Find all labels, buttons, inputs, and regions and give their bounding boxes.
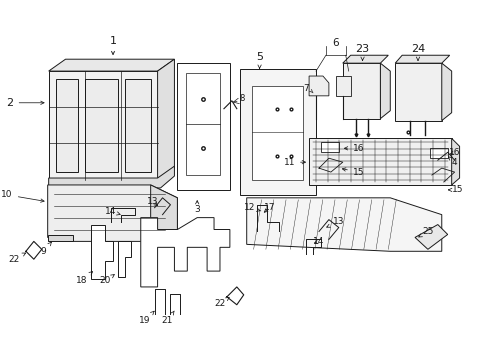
Polygon shape (48, 235, 73, 242)
Polygon shape (451, 138, 459, 185)
Text: 6: 6 (332, 39, 339, 48)
Polygon shape (342, 63, 380, 118)
Text: 20: 20 (99, 275, 114, 285)
Text: 5: 5 (256, 52, 263, 68)
Polygon shape (320, 142, 338, 152)
Text: 15: 15 (342, 167, 364, 176)
Polygon shape (177, 63, 229, 190)
Polygon shape (91, 225, 113, 279)
Text: 15: 15 (447, 185, 463, 194)
Polygon shape (157, 59, 174, 180)
Text: 17: 17 (263, 203, 275, 212)
Polygon shape (49, 71, 157, 180)
Text: 24: 24 (410, 44, 424, 60)
Polygon shape (308, 76, 328, 96)
Text: 14: 14 (313, 237, 324, 246)
Text: 4: 4 (447, 157, 456, 167)
Polygon shape (56, 79, 78, 172)
Polygon shape (85, 79, 118, 172)
Polygon shape (342, 55, 387, 63)
Polygon shape (335, 76, 350, 96)
Text: 16: 16 (344, 144, 364, 153)
Polygon shape (48, 185, 177, 242)
Text: 7: 7 (303, 84, 308, 93)
Polygon shape (441, 63, 451, 121)
Polygon shape (394, 55, 449, 63)
Polygon shape (246, 198, 441, 251)
Text: 14: 14 (105, 207, 120, 216)
Polygon shape (308, 138, 451, 185)
Polygon shape (414, 225, 447, 249)
Text: 22: 22 (8, 253, 25, 264)
Polygon shape (394, 63, 441, 121)
Text: 22: 22 (214, 297, 229, 308)
Polygon shape (49, 166, 174, 188)
Polygon shape (380, 63, 389, 118)
Text: 16: 16 (448, 148, 459, 157)
Polygon shape (251, 86, 303, 180)
Polygon shape (429, 148, 447, 158)
Text: 18: 18 (76, 272, 92, 285)
Text: 2: 2 (6, 98, 44, 108)
Text: 19: 19 (139, 311, 154, 325)
Text: 9: 9 (41, 242, 51, 256)
Text: 13: 13 (146, 197, 158, 206)
Text: 25: 25 (418, 227, 433, 237)
Text: 10: 10 (1, 190, 44, 202)
Text: 13: 13 (326, 217, 344, 227)
Text: 8: 8 (239, 94, 244, 103)
Polygon shape (150, 185, 177, 242)
Polygon shape (118, 242, 131, 277)
Text: 11: 11 (283, 158, 305, 167)
Polygon shape (186, 73, 220, 175)
Polygon shape (124, 79, 150, 172)
Text: 23: 23 (355, 44, 369, 60)
Polygon shape (239, 69, 315, 195)
Text: 21: 21 (162, 311, 174, 325)
Text: 3: 3 (194, 201, 200, 214)
Polygon shape (49, 59, 174, 71)
Text: 1: 1 (109, 36, 116, 55)
Polygon shape (141, 218, 229, 287)
Text: 12: 12 (244, 203, 260, 212)
